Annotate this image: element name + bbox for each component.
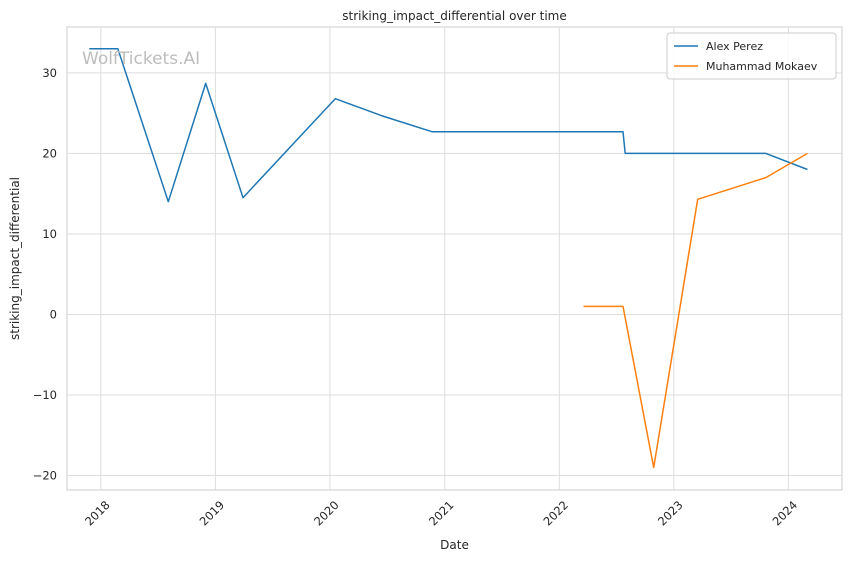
- series-line-muhammad-mokaev: [583, 152, 808, 469]
- legend: Alex Perez Muhammad Mokaev: [666, 32, 837, 80]
- chart-title: striking_impact_differential over time: [342, 9, 567, 23]
- y-axis-title: striking_impact_differential: [8, 177, 22, 340]
- axes-frame: [66, 26, 843, 491]
- y-tick-label: 0: [50, 307, 57, 321]
- y-tick-label: −20: [33, 469, 57, 483]
- watermark-text: WolfTickets.AI: [82, 49, 200, 69]
- legend-box: [666, 32, 837, 80]
- series-layer: [89, 47, 808, 469]
- plot-area: WolfTickets.AI: [66, 26, 843, 491]
- legend-label-muhammad-mokaev: Muhammad Mokaev: [706, 60, 818, 73]
- y-tick-label: 30: [42, 66, 57, 80]
- series-line-alex-perez: [89, 47, 808, 203]
- y-tick-label: 20: [42, 146, 57, 160]
- x-axis-title: Date: [440, 538, 469, 552]
- y-tick-label: 10: [42, 227, 57, 241]
- legend-label-alex-perez: Alex Perez: [706, 40, 763, 53]
- y-tick-label: −10: [33, 388, 57, 402]
